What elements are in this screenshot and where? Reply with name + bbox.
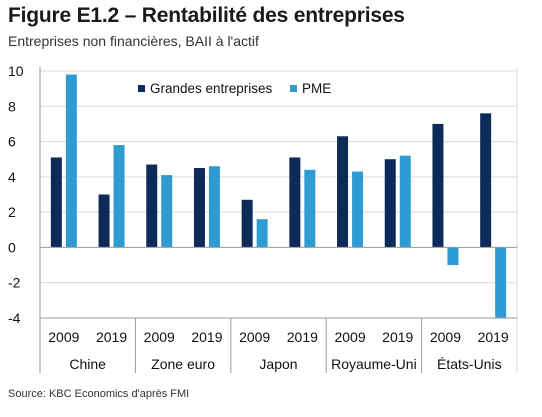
bar-grandes-entreprises	[384, 159, 396, 248]
bar-pme	[399, 155, 411, 248]
x-group-label: Zone euro	[151, 356, 215, 372]
source-note: Source: KBC Economics d'après FMI	[8, 388, 190, 400]
axes: 10 8 6 4 2 0 -2 -4 2009 2019 Chine 2009 2019 Zone eur…	[8, 63, 518, 373]
grid-lines	[40, 70, 517, 319]
legend-label: PME	[302, 81, 331, 96]
bar-grandes-entreprises	[337, 136, 349, 248]
y-tick-label: 6	[8, 134, 16, 150]
bar-pme	[113, 145, 125, 248]
bar-grandes-entreprises	[193, 168, 205, 248]
y-tick-label: 8	[8, 98, 16, 114]
x-tick-label-year: 2009	[144, 329, 175, 345]
y-tick-label: 2	[8, 204, 16, 220]
bar-pme	[208, 166, 220, 248]
y-tick-label: 4	[8, 169, 16, 185]
legend-swatch-pme	[290, 85, 297, 92]
x-tick-label-year: 2009	[430, 329, 461, 345]
bars	[50, 74, 507, 318]
bar-grandes-entreprises	[480, 113, 492, 248]
bar-pme	[447, 247, 459, 266]
x-tick-label-year: 2019	[191, 329, 222, 345]
bar-pme	[352, 171, 364, 248]
x-group-label: États-Unis	[437, 356, 502, 372]
bar-pme	[495, 247, 507, 318]
x-tick-label-year: 2019	[382, 329, 413, 345]
y-tick-label: -2	[8, 275, 21, 291]
bar-pme	[256, 219, 268, 248]
bar-grandes-entreprises	[432, 123, 444, 248]
x-tick-label-year: 2019	[478, 329, 509, 345]
legend-swatch-grandes-entreprises	[138, 85, 145, 92]
legend: Grandes entreprises PME	[138, 81, 331, 96]
x-group-label: Japon	[259, 356, 297, 372]
chart-title: Figure E1.2 – Rentabilité des entreprise…	[8, 4, 405, 27]
y-tick-label: -4	[8, 310, 21, 326]
bar-grandes-entreprises	[289, 157, 301, 248]
bar-pme	[65, 74, 77, 248]
x-tick-label-year: 2009	[334, 329, 365, 345]
bar-pme	[161, 175, 173, 248]
x-group-label: Chine	[69, 356, 106, 372]
y-tick-label: 0	[8, 239, 16, 255]
bar-grandes-entreprises	[50, 157, 62, 248]
x-tick-label-year: 2009	[239, 329, 270, 345]
x-group-label: Royaume-Uni	[331, 356, 417, 372]
x-tick-label-year: 2019	[287, 329, 318, 345]
bar-pme	[304, 169, 316, 248]
x-tick-label-year: 2019	[96, 329, 127, 345]
legend-label: Grandes entreprises	[150, 81, 273, 96]
x-tick-label-year: 2009	[48, 329, 79, 345]
chart-subtitle: Entreprises non financières, BAII à l'ac…	[8, 33, 259, 49]
bar-grandes-entreprises	[241, 199, 253, 248]
bar-grandes-entreprises	[146, 164, 158, 248]
y-tick-label: 10	[8, 63, 24, 79]
bar-grandes-entreprises	[98, 194, 110, 248]
